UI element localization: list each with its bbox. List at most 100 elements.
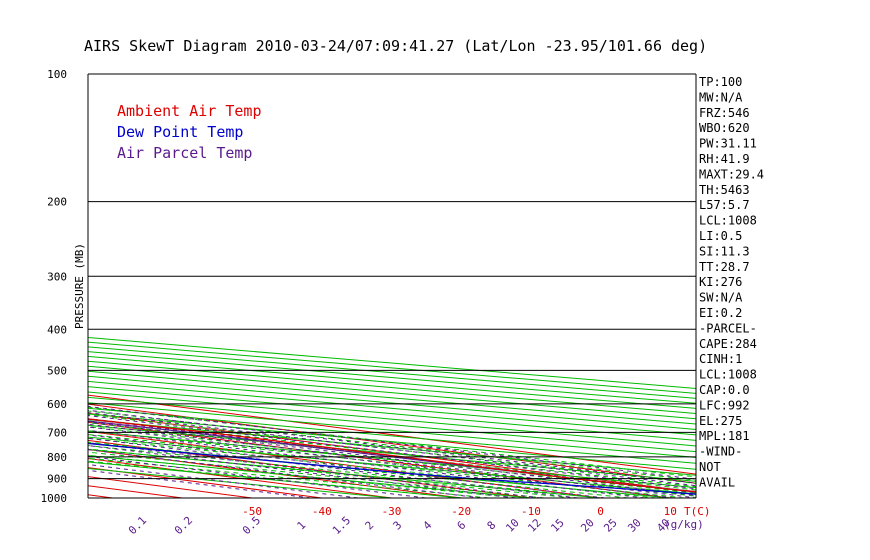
chart-title: AIRS SkewT Diagram 2010-03-24/07:09:41.2… bbox=[84, 37, 707, 55]
bottom-temp-tick: -30 bbox=[382, 505, 402, 518]
pressure-tick-label: 100 bbox=[47, 68, 67, 81]
legend-item-dewpoint: Dew Point Temp bbox=[117, 123, 243, 141]
dry-adiabat bbox=[88, 442, 676, 498]
dry-adiabat bbox=[88, 346, 696, 399]
dry-adiabat bbox=[88, 375, 696, 430]
moist-adiabat bbox=[88, 418, 696, 488]
index-line: MAXT:29.4 bbox=[699, 167, 764, 181]
mixing-ratio-unit-label: (g/kg) bbox=[664, 518, 704, 531]
dry-adiabat bbox=[88, 448, 607, 498]
pressure-tick-label: 900 bbox=[47, 473, 67, 486]
index-line: LFC:992 bbox=[699, 398, 750, 412]
mixing-ratio-line bbox=[88, 421, 696, 497]
index-line: MPL:181 bbox=[699, 429, 750, 443]
moist-adiabat bbox=[88, 441, 629, 498]
index-line: TT:28.7 bbox=[699, 260, 750, 274]
moist-adiabat bbox=[88, 434, 685, 498]
mixing-ratio-label: 0.1 bbox=[126, 514, 149, 537]
axis-labels: 1002003004005006007008009001000PRESSURE … bbox=[41, 68, 711, 537]
index-line: EI:0.2 bbox=[699, 306, 742, 320]
isotherm-line bbox=[88, 394, 696, 475]
moist-adiabat bbox=[88, 454, 518, 498]
index-line: TP:100 bbox=[699, 75, 742, 89]
mixing-ratio-label: 1.5 bbox=[330, 514, 353, 537]
dry-adiabat bbox=[88, 360, 696, 415]
mixing-ratio-label: 25 bbox=[601, 516, 620, 535]
bottom-temp-tick: -10 bbox=[521, 505, 541, 518]
isotherm-line bbox=[88, 421, 671, 498]
index-line: PW:31.11 bbox=[699, 137, 757, 151]
mixing-ratio-line bbox=[88, 429, 645, 498]
bottom-temp-tick: -20 bbox=[451, 505, 471, 518]
mixing-ratio-label: 12 bbox=[525, 516, 544, 535]
pressure-tick-label: 400 bbox=[47, 323, 67, 336]
dry-adiabat bbox=[88, 391, 696, 447]
mixing-ratio-label: 2 bbox=[363, 519, 377, 533]
index-line: CAPE:284 bbox=[699, 337, 757, 351]
index-line: LCL:1008 bbox=[699, 214, 757, 228]
index-line: EL:275 bbox=[699, 414, 742, 428]
index-line: NOT bbox=[699, 460, 721, 474]
pressure-tick-label: 700 bbox=[47, 426, 67, 439]
moist-adiabat bbox=[88, 445, 601, 498]
mixing-ratio-label: 1 bbox=[295, 519, 309, 533]
bottom-temp-tick: -40 bbox=[312, 505, 332, 518]
dry-adiabat bbox=[88, 436, 696, 495]
index-line: FRZ:546 bbox=[699, 106, 750, 120]
index-line: CINH:1 bbox=[699, 352, 742, 366]
dewpoint-profile bbox=[88, 442, 696, 495]
plot-frame bbox=[87, 73, 697, 499]
dry-adiabat bbox=[88, 461, 467, 498]
dry-adiabat bbox=[88, 351, 696, 404]
temp-unit-label: T(C) bbox=[684, 505, 711, 518]
isotherm-line bbox=[88, 403, 696, 484]
pressure-tick-label: 500 bbox=[47, 364, 67, 377]
index-line: LI:0.5 bbox=[699, 229, 742, 243]
bottom-temp-tick: 10 bbox=[664, 505, 677, 518]
mixing-ratio-label: 20 bbox=[578, 516, 597, 535]
mixing-ratio-line bbox=[88, 442, 541, 498]
index-line: MW:N/A bbox=[699, 90, 743, 104]
index-line: KI:276 bbox=[699, 275, 742, 289]
pressure-tick-label: 600 bbox=[47, 398, 67, 411]
index-line: TH:5463 bbox=[699, 183, 750, 197]
index-line: SI:11.3 bbox=[699, 244, 750, 258]
legend: Ambient Air Temp Dew Point Temp Air Parcel… bbox=[117, 102, 262, 162]
index-line: WBO:620 bbox=[699, 121, 750, 135]
bottom-temp-tick: 0 bbox=[597, 505, 604, 518]
dry-adiabat bbox=[88, 380, 696, 436]
dry-adiabat bbox=[88, 386, 696, 441]
pressure-tick-label: 200 bbox=[47, 196, 67, 209]
mixing-ratio-label: 15 bbox=[548, 516, 567, 535]
legend-item-parcel: Air Parcel Temp bbox=[117, 144, 252, 162]
mixing-ratio-label: 30 bbox=[625, 516, 644, 535]
mixing-ratio-label: 8 bbox=[485, 519, 499, 533]
moist-adiabat bbox=[88, 422, 696, 491]
index-line: AVAIL bbox=[699, 475, 735, 489]
isotherm-line bbox=[0, 74, 43, 498]
index-line: -PARCEL- bbox=[699, 321, 757, 335]
dry-adiabat bbox=[88, 467, 397, 498]
mixing-ratio-label: 6 bbox=[455, 519, 469, 533]
index-line: RH:41.9 bbox=[699, 152, 750, 166]
index-line: SW:N/A bbox=[699, 291, 743, 305]
pressure-tick-label: 300 bbox=[47, 270, 67, 283]
dry-adiabat bbox=[88, 355, 696, 409]
y-axis-label: PRESSURE (MB) bbox=[73, 243, 86, 329]
mixing-ratio-label: 3 bbox=[391, 519, 405, 533]
mixing-ratio-label: 0.2 bbox=[172, 514, 195, 537]
dry-adiabat bbox=[88, 370, 696, 425]
index-line: -WIND- bbox=[699, 445, 742, 459]
index-line: CAP:0.0 bbox=[699, 383, 750, 397]
index-line: LCL:1008 bbox=[699, 368, 757, 382]
moist-adiabat bbox=[88, 451, 545, 498]
bottom-temp-tick: -50 bbox=[242, 505, 262, 518]
legend-item-ambient: Ambient Air Temp bbox=[117, 102, 262, 120]
mixing-ratio-label: 4 bbox=[421, 518, 435, 532]
ambient-profile bbox=[88, 418, 696, 493]
mixing-ratio-label: 10 bbox=[503, 516, 522, 535]
moist-adiabat bbox=[88, 406, 696, 478]
dry-adiabat bbox=[88, 430, 696, 489]
